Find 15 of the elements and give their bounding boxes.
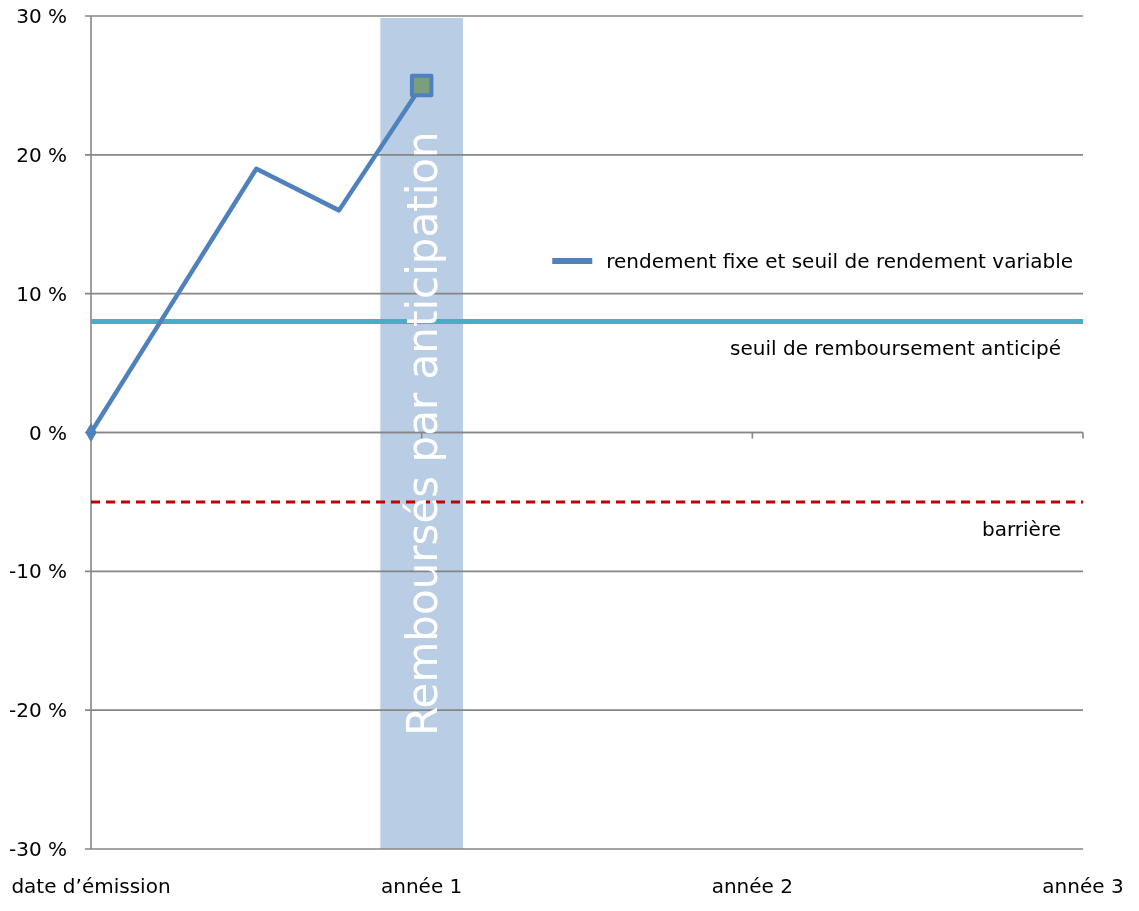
y-tick-label: -10 % — [8, 559, 67, 584]
x-tick-label: année 1 — [381, 874, 463, 898]
x-tick-label: année 3 — [1042, 874, 1124, 898]
y-tick-label: 10 % — [16, 281, 67, 306]
ref-line-label: barrière — [982, 516, 1061, 541]
y-tick-label: 0 % — [28, 420, 67, 445]
ref-line-label: seuil de remboursement anticipé — [730, 336, 1061, 361]
legend-label: rendement fixe et seuil de rendement variable — [606, 249, 1073, 273]
y-tick-label: 20 % — [16, 142, 67, 167]
y-tick-label: -20 % — [8, 698, 67, 723]
x-tick-label: date d’émission — [11, 874, 171, 898]
x-tick-label: année 2 — [711, 874, 793, 898]
band-label: Remboursés par anticipation — [397, 131, 447, 736]
y-tick-label: -30 % — [8, 837, 67, 861]
y-tick-label: 30 % — [16, 4, 67, 28]
